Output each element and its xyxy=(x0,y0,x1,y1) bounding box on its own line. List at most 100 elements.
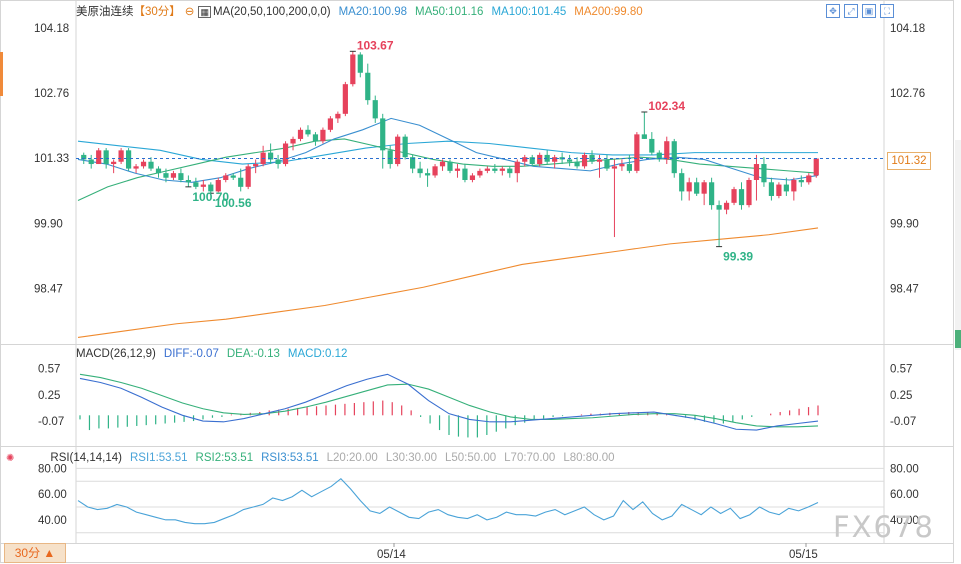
high-label: 102.34 xyxy=(648,99,685,113)
candle-body xyxy=(170,173,177,178)
candle-body xyxy=(103,150,109,165)
candle-body xyxy=(469,175,476,180)
y-tick-left: 102.76 xyxy=(34,88,69,100)
period-selector-button[interactable]: 30分 ▲ xyxy=(4,543,66,563)
high-label: 103.67 xyxy=(357,38,394,52)
macd-diff: DIFF:-0.07 xyxy=(163,348,219,360)
candle-body xyxy=(155,168,162,174)
candle-body xyxy=(679,173,685,192)
fullscreen-icon[interactable]: ⛶ xyxy=(880,4,894,18)
ma50-value: MA50:101.16 xyxy=(415,6,484,18)
candle-body xyxy=(462,168,468,180)
macd-legend: MACD(26,12,9) DIFF:-0.07 DEA:-0.13 MACD:0.1… xyxy=(76,347,355,361)
expand-icon[interactable]: ⤢ xyxy=(844,4,858,18)
candle-body xyxy=(275,159,281,165)
x-tick-label: 05/15 xyxy=(789,549,818,561)
candle-body xyxy=(342,84,348,114)
candle-body xyxy=(245,166,251,187)
candle-body xyxy=(626,164,632,171)
candle-body xyxy=(499,168,505,171)
ma20-line xyxy=(77,117,819,183)
low-label: 100.70 xyxy=(192,190,229,204)
candle-body xyxy=(380,118,386,151)
y-tick-left: 104.18 xyxy=(34,23,69,35)
candle-body xyxy=(596,159,603,162)
low-label: 100.56 xyxy=(215,196,252,210)
ma200-value: MA200:99.80 xyxy=(574,6,643,18)
candle-body xyxy=(365,72,371,101)
rsi-y-tick-right: 80.00 xyxy=(890,463,919,475)
macd-title: MACD(26,12,9) xyxy=(76,348,156,360)
macd-panel xyxy=(79,373,819,438)
candle-body xyxy=(320,129,326,142)
candle-body xyxy=(282,143,289,165)
y-tick-left: 98.47 xyxy=(34,284,63,296)
candle-body xyxy=(424,173,431,176)
moving-average-lines xyxy=(77,117,819,338)
candle-body xyxy=(133,166,139,169)
rsi-panel xyxy=(76,467,884,534)
candle-body xyxy=(297,129,304,139)
candle-body xyxy=(439,161,446,167)
candle-body xyxy=(118,150,124,162)
candle-body xyxy=(731,189,737,203)
dea-line xyxy=(79,373,819,428)
current-price-tag: 101.32 xyxy=(887,152,931,170)
candle-body xyxy=(611,166,618,169)
candle-body xyxy=(223,175,229,180)
candle-body xyxy=(686,182,692,192)
candle-body xyxy=(140,161,147,167)
indicator-icon[interactable]: ⊖ xyxy=(184,6,195,18)
candle-body xyxy=(492,168,498,171)
candle-body xyxy=(208,184,214,192)
move-icon[interactable]: ✥ xyxy=(826,4,840,18)
candle-body xyxy=(507,168,513,174)
candle-body xyxy=(185,180,191,183)
candle-body xyxy=(387,150,393,165)
candle-body xyxy=(238,177,244,187)
macd-y-tick-left: 0.25 xyxy=(38,390,60,402)
macd-value: MACD:0.12 xyxy=(287,348,348,360)
rsi1-value: RSI1:53.51 xyxy=(130,452,188,464)
candle-body xyxy=(253,164,259,167)
candle-body xyxy=(268,152,274,160)
macd-y-tick-right: 0.25 xyxy=(890,390,912,402)
l50-value: L50:50.00 xyxy=(444,452,497,464)
candle-body xyxy=(484,168,490,171)
candle-body xyxy=(716,205,722,210)
rsi2-value: RSI2:53.51 xyxy=(195,452,254,464)
candle-body xyxy=(96,150,102,165)
instrument-name: 美原油连续 xyxy=(76,6,134,18)
macd-y-tick-right: 0.57 xyxy=(890,364,912,376)
macd-y-tick-right: -0.07 xyxy=(890,416,916,428)
candle-body xyxy=(806,175,812,183)
candle-body xyxy=(417,168,423,174)
candle-body xyxy=(111,161,117,165)
ma200-line xyxy=(77,227,819,338)
ma-settings-icon[interactable]: ▦ xyxy=(198,6,211,18)
rsi-y-tick-left: 80.00 xyxy=(38,463,67,475)
y-tick-right: 99.90 xyxy=(890,218,919,230)
candle-body xyxy=(776,184,782,196)
candle-body xyxy=(649,138,655,153)
axis-ticks: 104.18104.18102.76102.76101.33101.3399.9… xyxy=(34,23,925,561)
y-tick-right: 98.47 xyxy=(890,284,919,296)
candle-body xyxy=(88,159,94,165)
right-side-panel[interactable] xyxy=(955,140,961,350)
right-side-tab[interactable] xyxy=(955,330,961,348)
candle-body xyxy=(694,182,700,194)
l20-value: L20:20.00 xyxy=(326,452,378,464)
candle-body xyxy=(738,189,745,206)
candle-body xyxy=(768,182,775,196)
main-legend: 美原油连续【30分】 ⊖ ▦ MA(20,50,100,200,0,0) MA20:10… xyxy=(76,5,651,19)
l30-value: L30:30.00 xyxy=(385,452,437,464)
diff-line xyxy=(79,373,819,431)
candle-body xyxy=(723,202,730,210)
candle-body xyxy=(410,157,416,169)
fit-icon[interactable]: ▣ xyxy=(862,4,876,18)
left-accent-bar xyxy=(0,52,3,96)
rsi-settings-icon[interactable]: ✺ xyxy=(6,453,15,464)
